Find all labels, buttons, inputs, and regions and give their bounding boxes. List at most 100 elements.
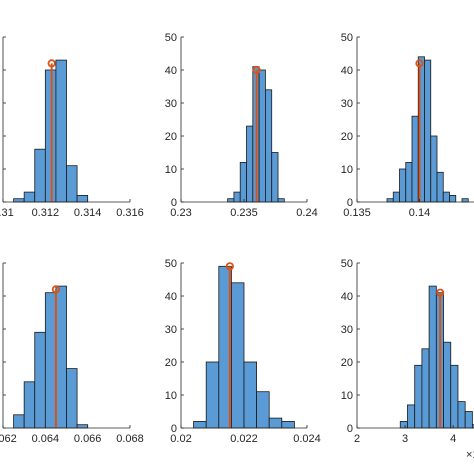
histogram-panel-5-y-tick-label: 10: [165, 390, 177, 402]
histogram-panel-3-bar: [442, 191, 450, 203]
histogram-panel-2-bar: [246, 125, 254, 203]
histogram-panel-6-exponent-label: ×10: [466, 449, 474, 461]
histogram-panel-2-x-tick-label: 0.235: [230, 207, 258, 219]
histogram-panel-6-bar: [471, 424, 474, 429]
histogram-panel-3-bar: [392, 191, 400, 203]
histogram-panel-3-bar: [405, 161, 413, 203]
histogram-panel-2-y-tick-label: 0: [171, 197, 177, 209]
histogram-panel-2-bar: [277, 198, 285, 203]
histogram-panel-2-bar: [233, 191, 241, 203]
histogram-panel-1-bar: [66, 165, 78, 203]
histogram-panel-4-bar: [34, 331, 46, 429]
histogram-panel-6-bar: [414, 364, 423, 429]
histogram-panel-5-x-tick-label: 0.022: [230, 433, 258, 445]
histogram-panel-6-bar: [428, 285, 437, 429]
histogram-panel-6-x-tick-label: 4: [450, 433, 456, 445]
histogram-panel-6-bar: [443, 341, 452, 429]
histogram-panel-5: 0 10 20 30 40 50 0.02 0.022 0.024: [165, 258, 321, 445]
histogram-panel-1-bar: [55, 59, 67, 203]
histogram-panel-6-bar: [407, 404, 416, 429]
histogram-panel-6-y-tick-label: 10: [341, 390, 353, 402]
histogram-panel-6-x-tick-label: 3: [402, 433, 408, 445]
histogram-panel-6-bar: [399, 420, 408, 429]
histogram-panel-2-marker-circle: [252, 65, 261, 75]
histogram-panel-1: 0.31 0.312 0.314 0.316: [0, 36, 144, 219]
histogram-panel-4-bar: [23, 381, 36, 429]
histogram-panel-5-bar: [193, 420, 207, 429]
histogram-panel-5-marker-circle: [225, 262, 234, 271]
histogram-panel-6-x-tick-label: 2: [354, 433, 360, 445]
histogram-panel-4-bar: [66, 368, 78, 429]
histogram-panel-3-x-tick-label: 0.135: [343, 207, 371, 219]
histogram-panel-5-x-tick-label: 0.02: [170, 433, 191, 445]
histogram-panel-2-bar: [258, 69, 266, 203]
histogram-panel-4-x-tick-label: 0.064: [32, 433, 60, 445]
histogram-panel-5-y-tick-label: 20: [165, 357, 177, 369]
histogram-panel-3-y-tick-label: 40: [341, 65, 353, 77]
histogram-panel-2-y-tick-label: 50: [165, 32, 177, 44]
histogram-panel-3-x-tick-label: 0.14: [409, 207, 430, 219]
histogram-panel-3-y-tick-label: 10: [341, 164, 353, 176]
histogram-panel-5-bar: [243, 361, 258, 429]
histogram-panel-3-marker-circle: [415, 59, 424, 68]
histogram-panel-6-bar: [450, 364, 459, 429]
histogram-panel-6-bar: [457, 401, 466, 429]
histogram-panel-6-bar: [421, 348, 430, 429]
histogram-panel-5-bar: [268, 417, 283, 429]
histogram-panel-5-bar: [205, 361, 220, 429]
histogram-panel-6-y-tick-label: 40: [341, 291, 353, 303]
histogram-panel-1-x-tick-label: 0.314: [74, 207, 102, 219]
histogram-panel-6-y-tick-label: 0: [347, 423, 353, 435]
histogram-panel-4-x-tick-label: 0.068: [116, 433, 144, 445]
histogram-panel-1-marker-circle: [47, 59, 56, 68]
histogram-panel-2-y-tick-label: 20: [165, 131, 177, 143]
histogram-panel-2-x-tick-label: 0.23: [170, 207, 191, 219]
histogram-panel-2-y-tick-label: 40: [165, 65, 177, 77]
histogram-panel-5-y-tick-label: 50: [165, 258, 177, 270]
histogram-panel-3-bar: [399, 168, 407, 203]
histogram-panel-3: 0 10 20 30 40 50 0.135 0.14: [341, 32, 474, 219]
histogram-panel-2-x-tick-label: 0.24: [296, 207, 317, 219]
histogram-panel-3-y-tick-label: 50: [341, 32, 353, 44]
histogram-panel-2-y-tick-label: 30: [165, 98, 177, 110]
histogram-panel-6-y-tick-label: 50: [341, 258, 353, 270]
histogram-panel-4-marker-circle: [51, 285, 61, 294]
histogram-panel-4-bar: [76, 424, 89, 429]
histogram-panel-3-bar: [424, 59, 432, 203]
histogram-panel-4: 0.062 0.064 0.066 0.068: [0, 262, 144, 445]
histogram-panel-3-bar: [461, 198, 469, 203]
histogram-panel-4-x-tick-label: 0.062: [0, 433, 17, 445]
histogram-panel-3-bar: [386, 198, 394, 203]
histogram-panel-2: 0 10 20 30 40 50 0.23 0.235 0.24: [165, 32, 318, 219]
histogram-panel-6-y-tick-label: 20: [341, 357, 353, 369]
histogram-panel-2-bar: [265, 89, 273, 203]
histogram-panel-6-bar: [464, 411, 473, 429]
histogram-panel-5-x-tick-label: 0.024: [293, 433, 321, 445]
histogram-panel-3-bar: [436, 171, 444, 203]
histogram-panel-1-bar: [23, 191, 36, 203]
histogram-panel-5-y-tick-label: 0: [171, 423, 177, 435]
histogram-panel-4-bar: [55, 285, 67, 429]
histogram-panel-5-bar: [230, 282, 245, 429]
histogram-panel-5-bar: [281, 420, 295, 429]
histogram-panel-3-bar: [411, 115, 419, 203]
histogram-panel-1-x-tick-label: 0.316: [116, 207, 144, 219]
histogram-panel-2-bar: [271, 152, 279, 203]
histogram-panel-4-bar: [44, 292, 57, 429]
histogram-panel-3-bar: [430, 135, 438, 203]
histogram-panel-3-y-tick-label: 20: [341, 131, 353, 143]
histogram-panel-3-bar: [449, 194, 457, 203]
histogram-panel-1-bar: [44, 69, 57, 203]
histogram-panel-5-bar: [256, 391, 270, 429]
histogram-panel-1-bar: [76, 194, 89, 203]
histogram-panel-6-y-tick-label: 30: [341, 324, 353, 336]
histogram-panel-3-y-tick-label: 0: [347, 197, 353, 209]
histogram-panel-5-y-tick-label: 30: [165, 324, 177, 336]
histogram-panel-1-x-tick-label: 0.31: [0, 207, 14, 219]
histogram-panel-1-x-tick-label: 0.312: [32, 207, 60, 219]
histogram-panel-2-y-tick-label: 10: [165, 164, 177, 176]
histogram-panel-1-bar: [13, 198, 25, 203]
histogram-panel-3-y-tick-label: 30: [341, 98, 353, 110]
histogram-panel-4-x-tick-label: 0.066: [74, 433, 102, 445]
